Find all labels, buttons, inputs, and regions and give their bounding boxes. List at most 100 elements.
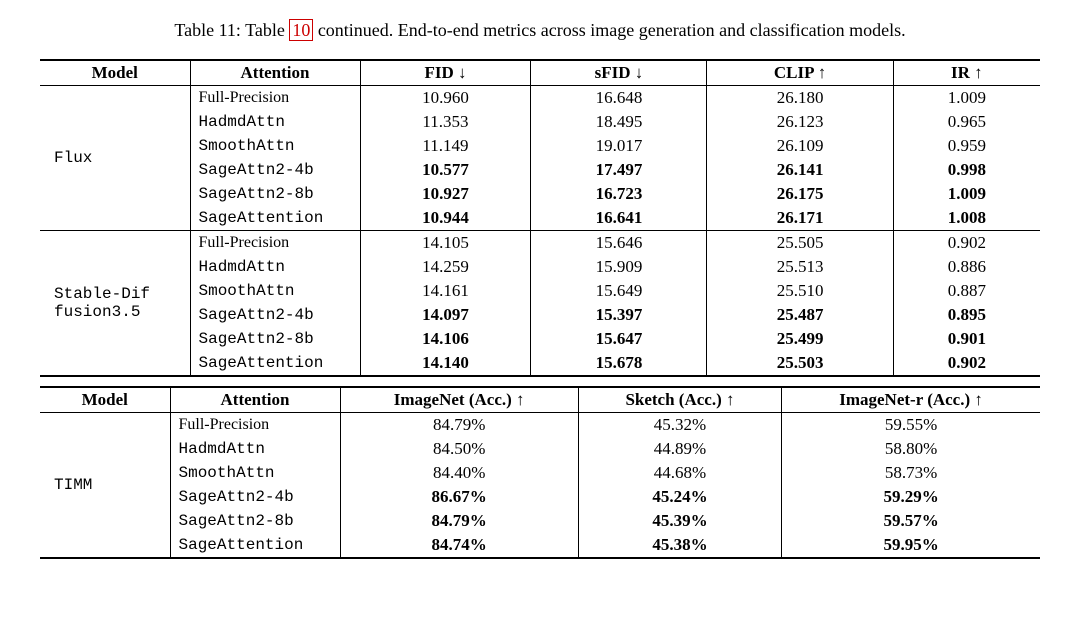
- table1-header-row: Model Attention FID ↓ sFID ↓ CLIP ↑ IR ↑: [40, 60, 1040, 86]
- th-sfid: sFID ↓: [531, 60, 707, 86]
- attn-cell: SageAttn2-8b: [170, 509, 340, 533]
- val-cell: 25.503: [707, 351, 893, 376]
- val-cell: 26.180: [707, 86, 893, 111]
- val-cell: 16.648: [531, 86, 707, 111]
- table-row: SageAttn2-4b 86.67% 45.24% 59.29%: [40, 485, 1040, 509]
- table2-header-row: Model Attention ImageNet (Acc.) ↑ Sketch…: [40, 387, 1040, 413]
- attn-cell: HadmdAttn: [190, 110, 360, 134]
- model-cell-flux: Flux: [40, 86, 190, 231]
- val-cell: 58.73%: [782, 461, 1040, 485]
- th-imagenet-r: ImageNet-r (Acc.) ↑: [782, 387, 1040, 413]
- val-cell: 14.097: [360, 303, 531, 327]
- table-row: SmoothAttn 14.161 15.649 25.510 0.887: [40, 279, 1040, 303]
- val-cell: 25.505: [707, 231, 893, 256]
- val-cell: 26.123: [707, 110, 893, 134]
- table-row: SageAttn2-8b 14.106 15.647 25.499 0.901: [40, 327, 1040, 351]
- val-cell: 86.67%: [340, 485, 578, 509]
- table-row: Flux Full-Precision 10.960 16.648 26.180…: [40, 86, 1040, 111]
- val-cell: 1.009: [893, 86, 1040, 111]
- val-cell: 25.487: [707, 303, 893, 327]
- table-row: HadmdAttn 14.259 15.909 25.513 0.886: [40, 255, 1040, 279]
- th-model2: Model: [40, 387, 170, 413]
- attn-cell: SageAttention: [190, 351, 360, 376]
- attn-cell: SageAttn2-8b: [190, 182, 360, 206]
- th-clip: CLIP ↑: [707, 60, 893, 86]
- val-cell: 26.109: [707, 134, 893, 158]
- val-cell: 26.175: [707, 182, 893, 206]
- val-cell: 58.80%: [782, 437, 1040, 461]
- val-cell: 15.646: [531, 231, 707, 256]
- table-row: Stable-Dif fusion3.5 Full-Precision 14.1…: [40, 231, 1040, 256]
- val-cell: 19.017: [531, 134, 707, 158]
- caption-ref-link[interactable]: 10: [289, 19, 313, 41]
- val-cell: 10.927: [360, 182, 531, 206]
- val-cell: 15.647: [531, 327, 707, 351]
- attn-cell: HadmdAttn: [170, 437, 340, 461]
- val-cell: 45.39%: [578, 509, 781, 533]
- th-sketch: Sketch (Acc.) ↑: [578, 387, 781, 413]
- table-row: SageAttn2-4b 14.097 15.397 25.487 0.895: [40, 303, 1040, 327]
- val-cell: 84.79%: [340, 413, 578, 438]
- val-cell: 59.55%: [782, 413, 1040, 438]
- table-row: SageAttn2-8b 84.79% 45.39% 59.57%: [40, 509, 1040, 533]
- val-cell: 25.513: [707, 255, 893, 279]
- table-row: SmoothAttn 84.40% 44.68% 58.73%: [40, 461, 1040, 485]
- val-cell: 10.960: [360, 86, 531, 111]
- val-cell: 59.29%: [782, 485, 1040, 509]
- th-ir: IR ↑: [893, 60, 1040, 86]
- attn-cell: HadmdAttn: [190, 255, 360, 279]
- th-fid: FID ↓: [360, 60, 531, 86]
- val-cell: 59.57%: [782, 509, 1040, 533]
- val-cell: 1.009: [893, 182, 1040, 206]
- attn-cell: SmoothAttn: [190, 134, 360, 158]
- attn-cell: SmoothAttn: [170, 461, 340, 485]
- table-row: TIMM Full-Precision 84.79% 45.32% 59.55%: [40, 413, 1040, 438]
- val-cell: 15.649: [531, 279, 707, 303]
- val-cell: 10.944: [360, 206, 531, 231]
- val-cell: 0.965: [893, 110, 1040, 134]
- val-cell: 18.495: [531, 110, 707, 134]
- table-row: HadmdAttn 11.353 18.495 26.123 0.965: [40, 110, 1040, 134]
- val-cell: 25.499: [707, 327, 893, 351]
- table-row: HadmdAttn 84.50% 44.89% 58.80%: [40, 437, 1040, 461]
- table-row: SageAttn2-4b 10.577 17.497 26.141 0.998: [40, 158, 1040, 182]
- th-attention: Attention: [190, 60, 360, 86]
- table-caption: Table 11: Table 10 continued. End-to-end…: [40, 20, 1040, 41]
- val-cell: 84.50%: [340, 437, 578, 461]
- model-cell-stablediff: Stable-Dif fusion3.5: [40, 231, 190, 377]
- val-cell: 17.497: [531, 158, 707, 182]
- val-cell: 26.141: [707, 158, 893, 182]
- val-cell: 44.68%: [578, 461, 781, 485]
- val-cell: 59.95%: [782, 533, 1040, 558]
- val-cell: 1.008: [893, 206, 1040, 231]
- table-row: SmoothAttn 11.149 19.017 26.109 0.959: [40, 134, 1040, 158]
- val-cell: 84.74%: [340, 533, 578, 558]
- val-cell: 45.32%: [578, 413, 781, 438]
- val-cell: 14.106: [360, 327, 531, 351]
- attn-cell: Full-Precision: [170, 413, 340, 438]
- val-cell: 15.909: [531, 255, 707, 279]
- val-cell: 15.397: [531, 303, 707, 327]
- model-cell-timm: TIMM: [40, 413, 170, 559]
- val-cell: 0.902: [893, 231, 1040, 256]
- val-cell: 14.161: [360, 279, 531, 303]
- val-cell: 16.723: [531, 182, 707, 206]
- attn-cell: SmoothAttn: [190, 279, 360, 303]
- model-line2: fusion3.5: [54, 303, 140, 321]
- table-row: SageAttn2-8b 10.927 16.723 26.175 1.009: [40, 182, 1040, 206]
- th-attention2: Attention: [170, 387, 340, 413]
- attn-cell: SageAttention: [170, 533, 340, 558]
- val-cell: 0.998: [893, 158, 1040, 182]
- val-cell: 26.171: [707, 206, 893, 231]
- attn-cell: SageAttn2-8b: [190, 327, 360, 351]
- val-cell: 0.901: [893, 327, 1040, 351]
- val-cell: 44.89%: [578, 437, 781, 461]
- spacer-row: [40, 376, 1040, 386]
- val-cell: 15.678: [531, 351, 707, 376]
- val-cell: 0.902: [893, 351, 1040, 376]
- val-cell: 0.886: [893, 255, 1040, 279]
- attn-cell: Full-Precision: [190, 86, 360, 111]
- val-cell: 14.140: [360, 351, 531, 376]
- metrics-table-1: Model Attention FID ↓ sFID ↓ CLIP ↑ IR ↑…: [40, 59, 1040, 386]
- th-imagenet: ImageNet (Acc.) ↑: [340, 387, 578, 413]
